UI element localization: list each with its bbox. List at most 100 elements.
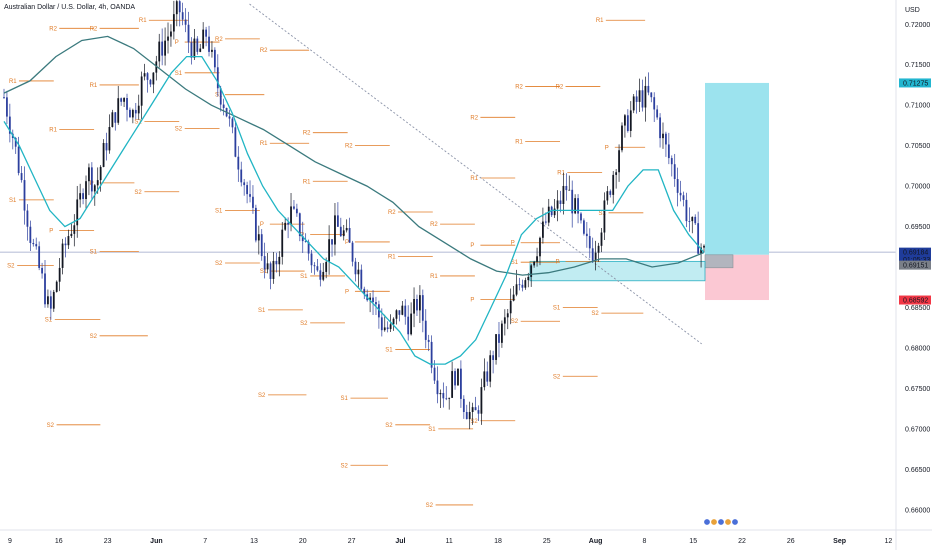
last-price-badge-text: 0.69184 [903, 250, 928, 257]
pivot-label: S2 [175, 127, 183, 133]
candle-body [357, 269, 360, 275]
event-marker-icon[interactable] [710, 518, 718, 526]
candle-body [307, 241, 310, 254]
candle-body [102, 143, 105, 167]
currency-label: USD [905, 7, 920, 14]
pivot-label: P [175, 40, 179, 46]
pivot-label: P [49, 229, 53, 235]
candle-body [606, 191, 609, 201]
candle-body [445, 398, 448, 400]
candle-body [181, 12, 184, 20]
candle-body [670, 158, 673, 165]
x-tick-label: 7 [203, 538, 207, 545]
candle-body [597, 245, 600, 253]
event-marker-icon[interactable] [724, 518, 732, 526]
candle-body [149, 79, 152, 85]
pivot-label: S1 [215, 93, 223, 99]
candle-body [568, 189, 571, 191]
event-marker-icon[interactable] [717, 518, 725, 526]
candle-body [88, 167, 90, 182]
candle-body [52, 291, 55, 309]
pivot-label: P [556, 259, 560, 265]
x-tick-label: 16 [55, 538, 63, 545]
event-marker-icon[interactable] [731, 518, 739, 526]
candle-body [410, 313, 413, 335]
candle-body [216, 67, 219, 89]
stop-loss-badge-text: 0.68592 [903, 298, 928, 305]
pivot-label: R1 [9, 79, 17, 85]
trend-line-layer [249, 3, 702, 345]
candle-body [137, 105, 140, 114]
last-price-badge [899, 247, 931, 264]
candle-body [583, 220, 585, 234]
candle-body [325, 262, 328, 272]
candle-body [509, 300, 512, 314]
candle-body [8, 116, 11, 134]
candle-body [175, 1, 178, 15]
candle-body [29, 226, 32, 243]
candle-body [134, 109, 137, 114]
candle-body [395, 310, 398, 319]
candle-body [266, 263, 269, 270]
y-tick-label: 0.69500 [905, 224, 930, 231]
pivot-label: R2 [388, 210, 396, 216]
pivot-label: R2 [260, 48, 268, 54]
candle-body [354, 261, 357, 275]
pivot-label: R2 [49, 26, 57, 32]
candle-body [650, 92, 653, 98]
candle-body [123, 98, 125, 102]
candle-body [187, 24, 190, 43]
candle-body [486, 371, 489, 382]
candle-body [471, 407, 474, 413]
candle-body [588, 236, 591, 249]
candle-body [498, 334, 500, 343]
y-tick-label: 0.71000 [905, 103, 930, 110]
y-tick-label: 0.72000 [905, 22, 930, 29]
candle-body [375, 302, 377, 305]
candle-body [205, 29, 207, 37]
y-tick-label: 0.68000 [905, 345, 930, 352]
candle-body [58, 267, 61, 282]
pivot-label: S2 [215, 261, 223, 267]
candle-body [638, 90, 641, 102]
pivot-label: S2 [591, 311, 599, 317]
candle-body [322, 271, 325, 280]
candle-body [272, 260, 275, 279]
candle-body [562, 185, 565, 204]
pivot-label: S2 [340, 463, 348, 469]
pivot-label: S1 [385, 348, 393, 354]
event-marker-icon[interactable] [703, 518, 711, 526]
pivot-label: P [470, 297, 474, 303]
candle-body [667, 144, 670, 159]
candle-body [252, 196, 254, 208]
candle-body [49, 296, 52, 309]
pivot-label: R1 [515, 140, 523, 146]
candle-body [673, 164, 676, 180]
candle-body [14, 138, 17, 147]
pivot-label: S1 [553, 305, 561, 311]
candle-body [383, 327, 386, 331]
x-tick-label: Jun [150, 538, 162, 545]
candle-body [208, 36, 210, 52]
pivot-label: S1 [300, 274, 308, 280]
candle-body [407, 316, 410, 335]
candle-body [281, 229, 284, 257]
pivot-levels: R1 R2 R2 R2 R2 P R1 S1 R1 R1 S1 R2 R2 R2 S1 S2 R1 R2 P R1 R1… [7, 18, 646, 509]
x-tick-label: 9 [8, 538, 12, 545]
candle-body [222, 104, 225, 108]
entry-box [704, 254, 734, 269]
candle-body [539, 237, 541, 257]
candle-body [530, 265, 533, 277]
candle-body [313, 265, 316, 267]
candle-body [178, 1, 181, 13]
candle-body [231, 118, 234, 128]
candle-body [199, 48, 202, 52]
pivot-label: S1 [90, 250, 98, 256]
x-tick-label: 23 [104, 538, 112, 545]
candle-body [348, 228, 351, 243]
pivot-label: R1 [557, 170, 565, 176]
moving-averages [3, 35, 705, 365]
candle-body [380, 317, 383, 331]
candle-body [691, 216, 694, 222]
